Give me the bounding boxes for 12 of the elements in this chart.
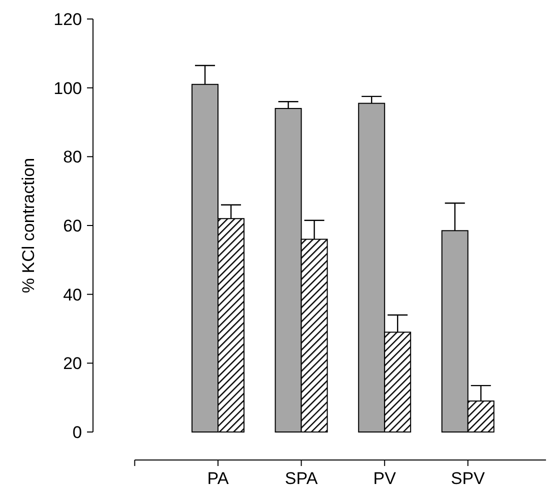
y-tick-label: 0 — [72, 422, 82, 442]
y-tick-label: 120 — [54, 10, 82, 29]
y-tick-label: 40 — [63, 285, 82, 304]
x-tick-label: PA — [207, 469, 230, 488]
y-tick-label: 20 — [63, 354, 82, 374]
y-tick-label: 80 — [63, 148, 82, 167]
x-tick-label: PV — [373, 469, 397, 488]
x-tick-label: SPA — [284, 469, 318, 488]
x-tick-label: SPV — [450, 469, 486, 488]
y-tick-label: 100 — [54, 78, 82, 98]
y-tick-label: 60 — [63, 216, 82, 236]
y-axis-title: % KCl contraction — [19, 158, 38, 294]
